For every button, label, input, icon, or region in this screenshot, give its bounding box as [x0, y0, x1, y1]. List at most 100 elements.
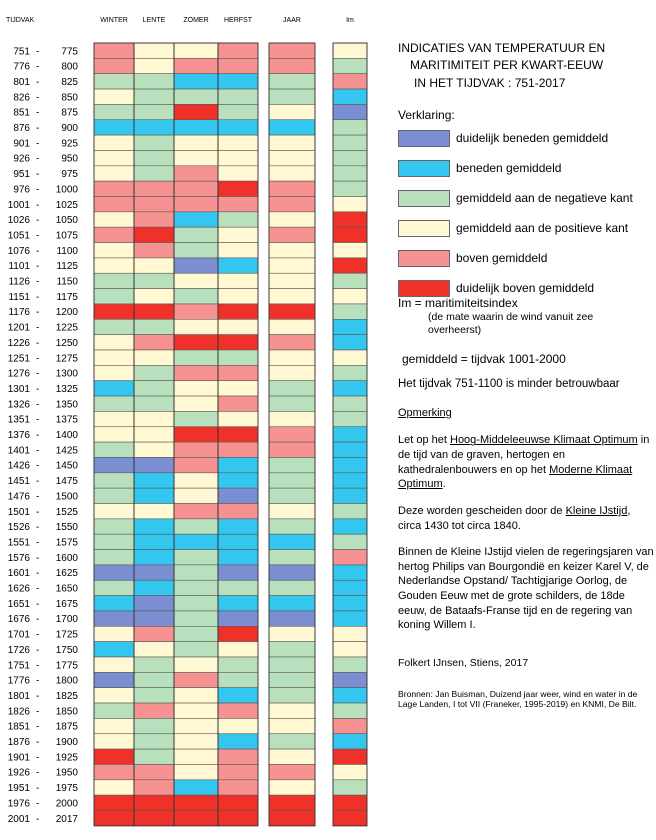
- heatmap-cell: [93, 242, 135, 259]
- heatmap-cell: [217, 104, 259, 121]
- heatmap-cell: [332, 579, 368, 596]
- remark-paragraph-3: Binnen de Kleine IJstijd vielen de reger…: [398, 546, 654, 632]
- period-start: 1826: [8, 706, 31, 717]
- period-start: 1326: [8, 399, 31, 410]
- heatmap-cell: [268, 779, 316, 796]
- heatmap-cell: [173, 702, 219, 719]
- heatmap-cell: [93, 257, 135, 274]
- heatmap-cell: [268, 810, 316, 827]
- legend-swatches: duidelijk beneden gemiddeld beneden gemi…: [398, 129, 654, 304]
- heatmap-cell: [173, 625, 219, 642]
- row-header: TIJDVAK: [6, 17, 35, 24]
- period-start: 1601: [8, 568, 31, 579]
- title-line-2: MARITIMITEIT PER KWART-EEUW: [410, 58, 604, 73]
- column-header: Im: [346, 17, 354, 24]
- heatmap-cell: [332, 487, 368, 504]
- heatmap-cell: [173, 579, 219, 596]
- period-start: 1076: [8, 246, 31, 257]
- remark-link-mko: Moderne Klimaat Optimum: [398, 463, 633, 491]
- period-end: 1400: [56, 430, 79, 441]
- chart-title: INDICATIES VAN TEMPERATUUR EN MARITIMITE…: [398, 40, 654, 92]
- period-dash: -: [36, 92, 39, 103]
- heatmap-cell: [173, 518, 219, 535]
- heatmap-cell: [133, 119, 175, 136]
- period-end: 925: [61, 138, 78, 149]
- heatmap-cell: [173, 733, 219, 750]
- heatmap-cell: [217, 533, 259, 550]
- period-start: 926: [13, 154, 30, 165]
- heatmap-cell: [268, 625, 316, 642]
- period-end: 1975: [56, 783, 79, 794]
- heatmap-cell: [93, 226, 135, 243]
- heatmap-cell: [93, 73, 135, 90]
- heatmap-cell: [133, 226, 175, 243]
- heatmap-cell: [173, 380, 219, 397]
- period-end: 1800: [56, 676, 79, 687]
- period-dash: -: [36, 584, 39, 595]
- heatmap-cell: [173, 748, 219, 765]
- heatmap-cell: [173, 687, 219, 704]
- heatmap-cell: [332, 764, 368, 781]
- remark-text: , circa 1430 tot circa 1840.: [398, 504, 631, 532]
- heatmap-cell: [133, 196, 175, 213]
- heatmap-cell: [332, 426, 368, 443]
- remark-link-kleine-ijstijd: Kleine IJstijd: [565, 504, 628, 517]
- period-start: 1226: [8, 338, 31, 349]
- heatmap-cell: [268, 718, 316, 735]
- heatmap-cell: [173, 318, 219, 335]
- heatmap-cell: [332, 288, 368, 305]
- heatmap-cell: [133, 764, 175, 781]
- heatmap-cell: [332, 104, 368, 121]
- heatmap-cell: [217, 441, 259, 458]
- heatmap-cell: [93, 349, 135, 366]
- heatmap-cell: [93, 549, 135, 566]
- period-dash: -: [36, 323, 39, 334]
- period-end: 1225: [56, 323, 79, 334]
- heatmap-cell: [93, 180, 135, 197]
- heatmap-cell: [93, 656, 135, 673]
- period-start: 1576: [8, 553, 31, 564]
- period-dash: -: [36, 476, 39, 487]
- heatmap-cell: [173, 119, 219, 136]
- heatmap-cell: [217, 641, 259, 658]
- heatmap-cell: [217, 610, 259, 627]
- heatmap-cell: [332, 242, 368, 259]
- period-start: 1751: [8, 660, 31, 671]
- period-dash: -: [36, 706, 39, 717]
- period-dash: -: [36, 138, 39, 149]
- period-start: 1476: [8, 491, 31, 502]
- heatmap-cell: [133, 595, 175, 612]
- heatmap-cell: [93, 779, 135, 796]
- heatmap-cell: [93, 810, 135, 827]
- remark-paragraph-2: Deze worden gescheiden door de Kleine IJ…: [398, 504, 654, 533]
- period-dash: -: [36, 768, 39, 779]
- heatmap-cell: [173, 42, 219, 59]
- heatmap-cell: [93, 718, 135, 735]
- period-dash: -: [36, 798, 39, 809]
- heatmap-cell: [173, 196, 219, 213]
- heatmap-cell: [217, 549, 259, 566]
- heatmap-cell: [93, 104, 135, 121]
- heatmap-cell: [217, 58, 259, 74]
- heatmap-cell: [133, 794, 175, 811]
- heatmap-cell: [268, 42, 316, 59]
- heatmap-cell: [133, 687, 175, 704]
- heatmap-cell: [217, 810, 259, 827]
- period-end: 1600: [56, 553, 79, 564]
- heatmap-cell: [133, 257, 175, 274]
- period-dash: -: [36, 507, 39, 518]
- heatmap-cell: [268, 748, 316, 765]
- heatmap-cell: [173, 165, 219, 182]
- heatmap-cell: [268, 503, 316, 520]
- period-end: 800: [61, 62, 78, 73]
- period-end: 1125: [56, 261, 78, 272]
- period-dash: -: [36, 77, 39, 88]
- heatmap-cell: [133, 165, 175, 182]
- period-end: 1700: [56, 614, 79, 625]
- heatmap-cell: [173, 257, 219, 274]
- heatmap-cell: [133, 441, 175, 458]
- period-start: 1126: [8, 277, 30, 288]
- heatmap-cell: [133, 42, 175, 59]
- period-start: 1401: [8, 445, 31, 456]
- period-start: 1151: [8, 292, 30, 303]
